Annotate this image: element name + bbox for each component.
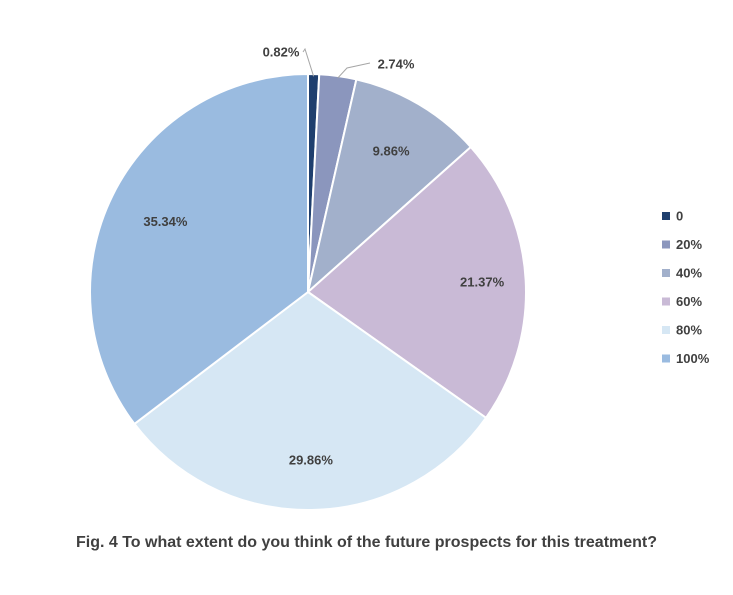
legend-swatch-60pct xyxy=(662,297,670,306)
data-label-100pct: 35.34% xyxy=(143,214,188,229)
leader-line-20pct xyxy=(337,62,371,79)
data-label-20pct: 2.74% xyxy=(378,57,415,72)
legend-swatch-100pct xyxy=(662,354,670,363)
data-label-80pct: 29.86% xyxy=(289,452,334,467)
legend-label-40pct: 40% xyxy=(676,266,702,281)
data-label-40pct: 9.86% xyxy=(373,144,410,159)
pie-slice-40pct xyxy=(306,78,473,295)
legend-label-0: 0 xyxy=(676,209,683,224)
legend-label-100pct: 100% xyxy=(676,351,710,366)
legend-label-20pct: 20% xyxy=(676,237,702,252)
legend-label-80pct: 80% xyxy=(676,323,702,338)
figure-caption: Fig. 4 To what extent do you think of th… xyxy=(75,534,658,551)
data-label-60pct: 21.37% xyxy=(460,275,505,290)
data-label-0: 0.82% xyxy=(263,45,300,60)
legend: 0 20% 40% 60% 80% 100% xyxy=(662,209,710,366)
pie-slice-80pct xyxy=(133,290,488,511)
pie-slice-100pct xyxy=(89,72,309,426)
legend-swatch-0 xyxy=(662,212,670,220)
legend-swatch-20pct xyxy=(662,240,670,249)
leader-line-0 xyxy=(302,47,315,77)
legend-label-60pct: 60% xyxy=(676,294,702,309)
data-labels: 0.82% 2.74% 9.86% 21.37% 29.86% 35.34% xyxy=(143,45,504,468)
leader-lines xyxy=(302,47,371,79)
legend-swatch-40pct xyxy=(662,269,670,277)
pie-slice-60pct xyxy=(306,145,527,420)
legend-swatch-80pct xyxy=(662,326,670,334)
pie-slices xyxy=(89,72,527,511)
